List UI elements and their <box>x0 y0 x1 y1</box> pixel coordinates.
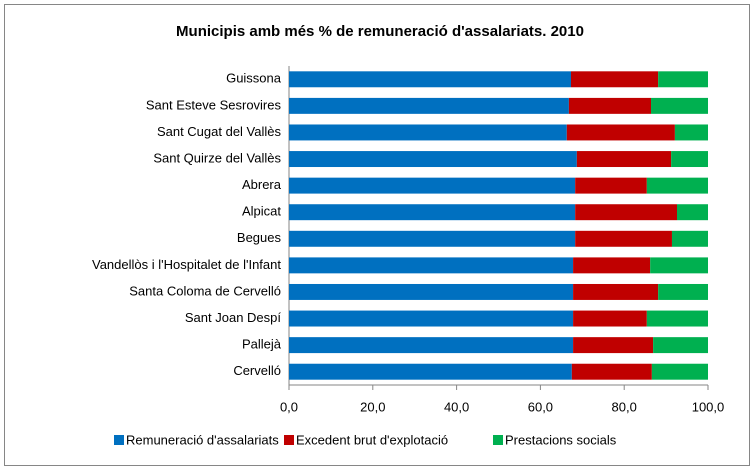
bar-segment <box>573 310 647 327</box>
legend-label: Prestacions socials <box>505 432 617 447</box>
y-tick-label: Sant Esteve Sesrovires <box>146 97 282 112</box>
x-tick-label: 100,0 <box>692 399 725 414</box>
bar-segment <box>289 230 576 247</box>
bar-segment <box>289 151 577 168</box>
y-tick-label: Alpicat <box>242 204 281 219</box>
x-tick-label: 40,0 <box>444 399 469 414</box>
bar-segment <box>646 310 708 327</box>
bar-segment <box>653 337 708 354</box>
bar-segment <box>289 71 571 88</box>
y-tick-label: Guissona <box>226 71 282 86</box>
bar-segment <box>289 337 574 354</box>
legend-swatch <box>284 435 294 445</box>
bar-segment <box>646 177 708 194</box>
bar-segment <box>573 283 659 300</box>
legend-swatch <box>114 435 124 445</box>
x-tick-label: 60,0 <box>528 399 553 414</box>
bar-segment <box>576 151 672 168</box>
legend-label: Excedent brut d'explotació <box>296 432 448 447</box>
bar-segment <box>676 204 708 221</box>
y-tick-label: Begues <box>237 230 282 245</box>
bar-segment <box>575 204 677 221</box>
bar-segment <box>650 257 708 274</box>
bar-segment <box>651 97 708 114</box>
bar-segment <box>289 283 574 300</box>
bar-segment <box>289 204 576 221</box>
chart-title: Municipis amb més % de remuneració d'ass… <box>176 23 584 40</box>
bar-segment <box>573 337 654 354</box>
bar-segment <box>289 177 576 194</box>
bar-segment <box>289 363 572 380</box>
legend-swatch <box>493 435 503 445</box>
x-tick-label: 80,0 <box>612 399 637 414</box>
bar-segment <box>671 151 708 168</box>
bar-segment <box>573 257 651 274</box>
bar-segment <box>651 363 708 380</box>
bar-segment <box>289 124 567 141</box>
bar-segment <box>658 71 708 88</box>
y-tick-label: Sant Quirze del Vallès <box>153 150 281 165</box>
bar-segment <box>671 230 708 247</box>
bar-segment <box>566 124 675 141</box>
y-tick-label: Santa Coloma de Cervelló <box>129 283 281 298</box>
y-tick-label: Pallejà <box>242 337 282 352</box>
bar-segment <box>674 124 708 141</box>
bar-segment <box>571 363 652 380</box>
bar-segment <box>575 230 672 247</box>
y-tick-label: Abrera <box>242 177 282 192</box>
bar-segment <box>575 177 647 194</box>
legend-label: Remuneració d'assalariats <box>126 432 279 447</box>
y-tick-label: Sant Joan Despí <box>185 310 282 325</box>
bar-segment <box>658 283 708 300</box>
bar-segment <box>570 71 659 88</box>
bar-segment <box>289 310 574 327</box>
x-tick-label: 20,0 <box>360 399 385 414</box>
bar-segment <box>289 257 574 274</box>
x-tick-label: 0,0 <box>280 399 298 414</box>
bar-segment <box>568 97 652 114</box>
bar-segment <box>289 97 569 114</box>
y-tick-label: Sant Cugat del Vallès <box>157 124 282 139</box>
y-tick-label: Cervelló <box>233 363 281 378</box>
y-tick-label: Vandellòs i l'Hospitalet de l'Infant <box>92 257 281 272</box>
